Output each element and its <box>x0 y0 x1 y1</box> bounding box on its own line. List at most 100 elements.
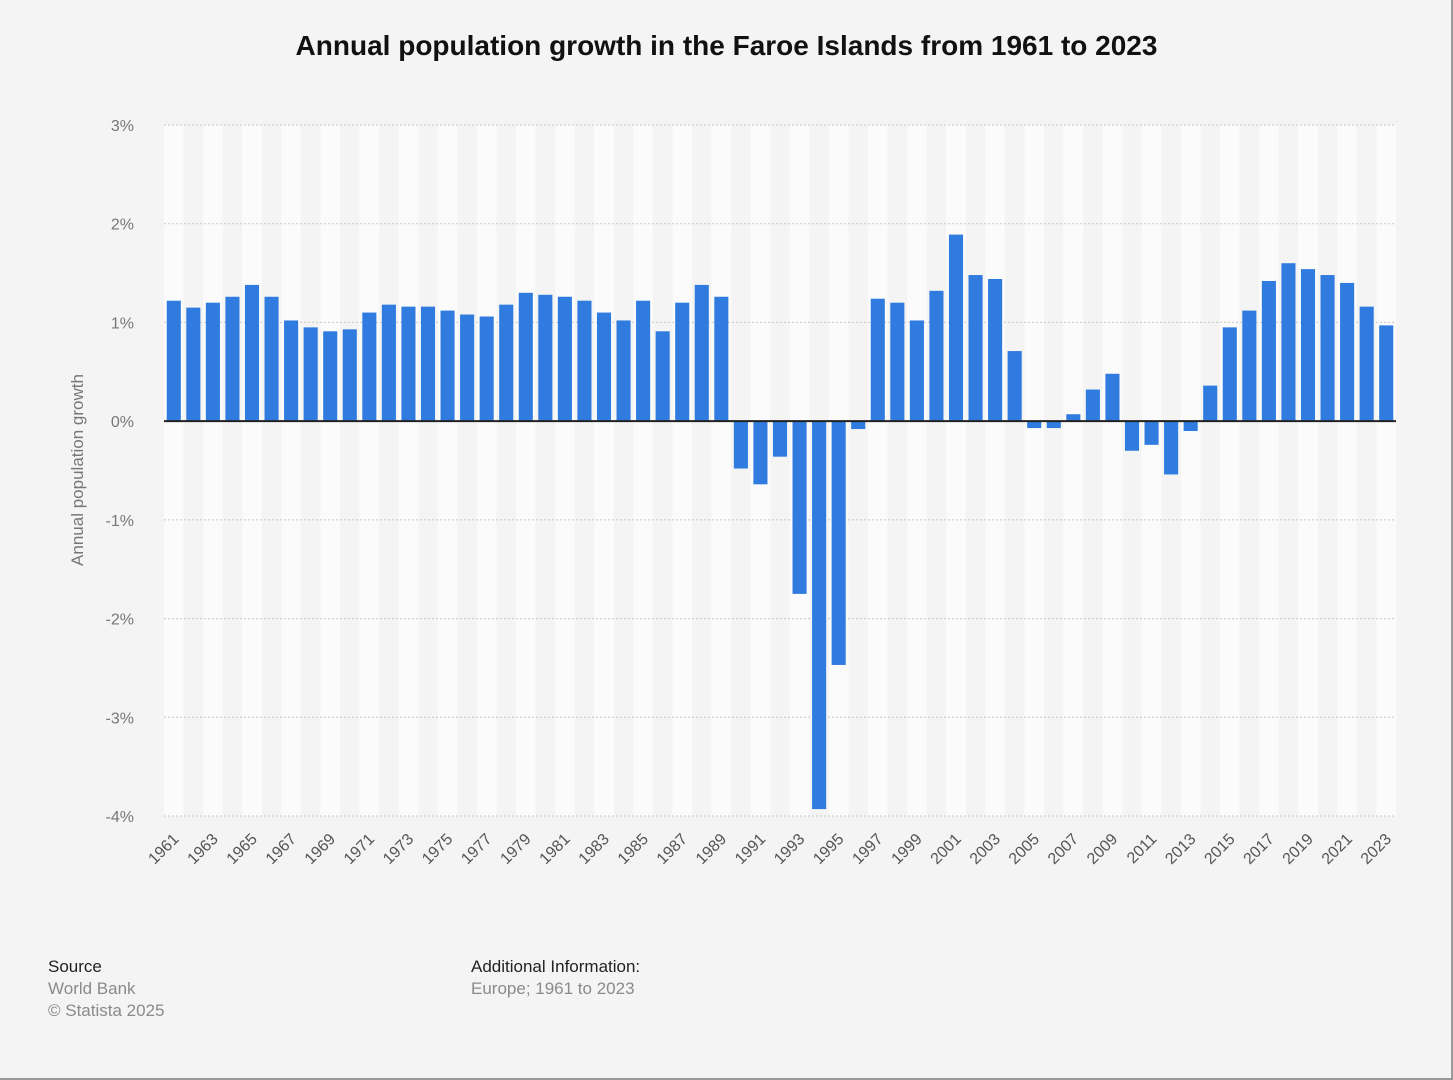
bar-2018[interactable] <box>1281 263 1296 422</box>
bar-1983[interactable] <box>596 312 612 422</box>
bar-1994[interactable] <box>812 421 827 810</box>
bar-1980[interactable] <box>538 294 553 422</box>
column-band <box>476 125 497 816</box>
bar-1964[interactable] <box>225 296 240 422</box>
bar-2012[interactable] <box>1164 421 1179 475</box>
bar-1993[interactable] <box>792 421 807 594</box>
x-tick-label: 1981 <box>537 831 574 868</box>
bar-1987[interactable] <box>675 302 690 422</box>
bar-1986[interactable] <box>655 331 670 422</box>
column-band <box>555 125 575 816</box>
bar-2003[interactable] <box>988 278 1003 422</box>
bar-1985[interactable] <box>636 300 651 422</box>
column-band <box>1063 125 1084 816</box>
bar-1991[interactable] <box>753 421 768 485</box>
bar-1988[interactable] <box>694 284 709 422</box>
x-tick-label: 1975 <box>419 831 456 868</box>
column-band <box>672 125 692 816</box>
bar-1992[interactable] <box>772 421 788 457</box>
column-band <box>164 125 184 816</box>
bar-1974[interactable] <box>420 306 436 422</box>
bar-2020[interactable] <box>1320 275 1335 422</box>
bar-2000[interactable] <box>929 290 944 422</box>
bar-2019[interactable] <box>1300 269 1316 422</box>
bar-1972[interactable] <box>381 304 396 422</box>
x-tick-label: 1961 <box>145 831 182 868</box>
bar-2022[interactable] <box>1359 306 1374 422</box>
x-axis-ticks: 1961 1963 1965 1967 1969 1971 1973 1975 1977 1979… <box>145 831 1395 868</box>
bar-1978[interactable] <box>499 304 514 422</box>
bar-1997[interactable] <box>870 298 885 422</box>
bar-1990[interactable] <box>733 421 748 469</box>
column-band <box>1376 125 1396 816</box>
bar-1969[interactable] <box>323 331 338 422</box>
y-tick-label: -4% <box>106 809 134 826</box>
bar-1971[interactable] <box>362 312 377 422</box>
bar-1961[interactable] <box>166 300 181 422</box>
column-bands <box>164 125 1396 816</box>
bar-1970[interactable] <box>342 329 357 422</box>
x-tick-label: 2019 <box>1280 831 1317 868</box>
y-tick-label: -2% <box>106 612 134 629</box>
bar-1965[interactable] <box>244 284 260 422</box>
bar-2005[interactable] <box>1027 421 1042 429</box>
bar-2013[interactable] <box>1183 421 1198 432</box>
bar-1989[interactable] <box>714 296 729 422</box>
bar-1999[interactable] <box>909 320 924 422</box>
bar-2017[interactable] <box>1261 280 1276 422</box>
bar-2023[interactable] <box>1379 325 1394 422</box>
bar-2008[interactable] <box>1085 389 1100 422</box>
bar-1998[interactable] <box>890 302 905 422</box>
y-axis-ticks: 3% 2% 1% 0% -1% -2% -3% -4% <box>106 118 134 826</box>
x-tick-label: 1983 <box>576 831 613 868</box>
bar-1977[interactable] <box>479 316 494 422</box>
x-tick-label: 2009 <box>1084 831 1121 868</box>
bar-2009[interactable] <box>1105 373 1120 422</box>
bar-1962[interactable] <box>186 307 201 422</box>
bar-1995[interactable] <box>831 421 846 665</box>
bar-1984[interactable] <box>616 320 631 422</box>
bar-1982[interactable] <box>577 300 592 422</box>
bar-2006[interactable] <box>1046 421 1061 429</box>
x-tick-label: 2001 <box>928 831 965 868</box>
bar-2016[interactable] <box>1242 310 1257 422</box>
bar-1973[interactable] <box>401 306 416 422</box>
x-tick-label: 1971 <box>341 831 378 868</box>
bar-2010[interactable] <box>1124 421 1140 451</box>
column-band <box>359 125 380 816</box>
bar-1966[interactable] <box>264 296 279 422</box>
column-band <box>281 125 301 816</box>
column-band <box>242 125 262 816</box>
x-tick-label: 2003 <box>967 831 1004 868</box>
bar-1968[interactable] <box>303 327 318 422</box>
column-band <box>437 125 458 816</box>
additional-info-block: Additional Information: Europe; 1961 to … <box>471 956 640 1000</box>
y-tick-label: -3% <box>106 710 134 727</box>
bar-1996[interactable] <box>851 421 866 430</box>
bar-2011[interactable] <box>1144 421 1159 445</box>
bar-1967[interactable] <box>284 320 299 422</box>
bars <box>166 234 1394 810</box>
bar-2021[interactable] <box>1340 282 1355 422</box>
bar-2014[interactable] <box>1203 385 1218 422</box>
x-tick-label: 1979 <box>497 831 534 868</box>
bar-1975[interactable] <box>440 310 455 422</box>
bar-1979[interactable] <box>518 292 533 422</box>
bar-1976[interactable] <box>460 314 475 422</box>
bar-2007[interactable] <box>1066 414 1081 422</box>
bar-1963[interactable] <box>205 302 220 422</box>
y-tick-label: 0% <box>111 414 134 431</box>
bar-2004[interactable] <box>1007 351 1022 422</box>
x-tick-label: 1987 <box>654 831 691 868</box>
x-tick-label: 2017 <box>1241 831 1278 868</box>
bar-1981[interactable] <box>557 296 572 422</box>
column-band <box>1220 125 1240 816</box>
y-tick-label: 1% <box>111 315 134 332</box>
bar-2002[interactable] <box>968 275 983 422</box>
bar-2001[interactable] <box>948 234 964 422</box>
x-tick-label: 2023 <box>1358 831 1395 868</box>
bar-2015[interactable] <box>1222 327 1237 422</box>
x-tick-label: 2011 <box>1124 831 1160 867</box>
x-tick-label: 2015 <box>1201 831 1238 868</box>
